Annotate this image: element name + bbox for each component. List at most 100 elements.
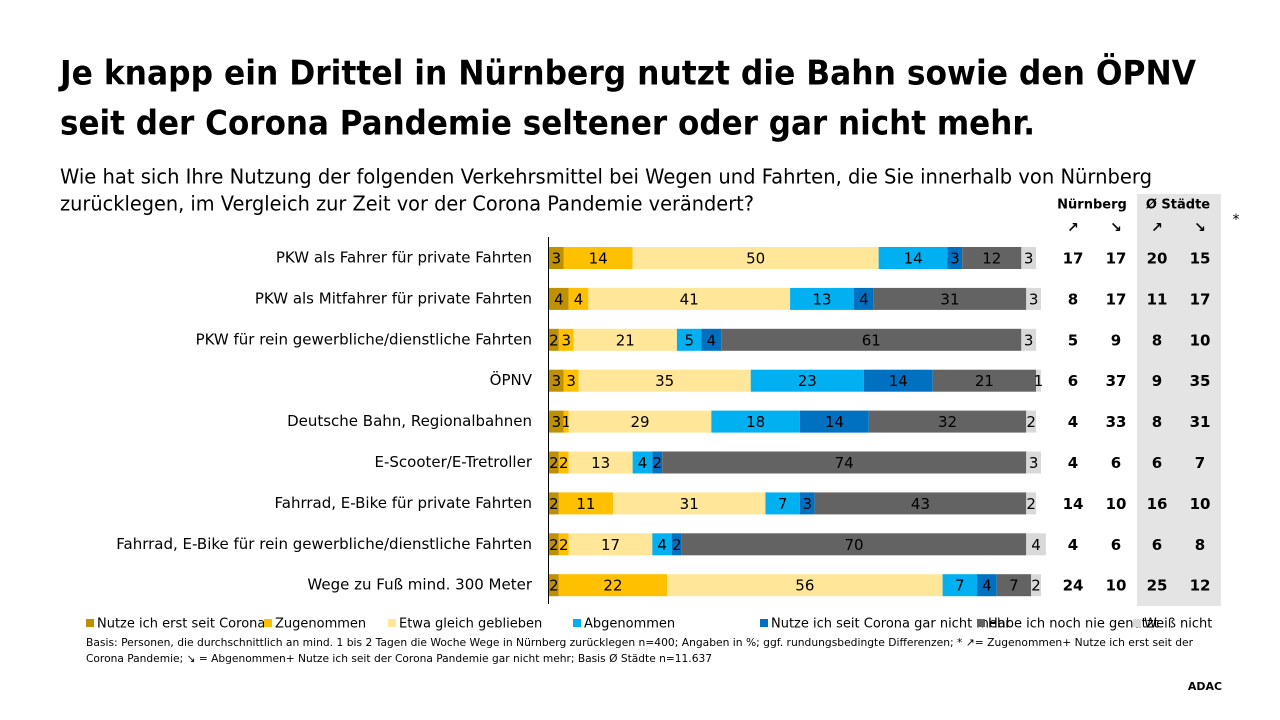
bar-segment xyxy=(1036,369,1041,392)
value-label: 2 xyxy=(652,454,662,472)
title: Je knapp ein Drittel in Nürnberg nutzt d… xyxy=(58,53,1196,94)
value-label: 50 xyxy=(746,250,765,268)
legend-label: Habe ich noch nie genutzt xyxy=(988,617,1159,632)
value-label: 3 xyxy=(561,331,571,349)
value-label: 3 xyxy=(803,495,813,513)
table-cell: 15 xyxy=(1190,250,1211,268)
category-label: E-Scooter/E-Tretroller xyxy=(374,453,532,471)
bar-segment xyxy=(588,287,791,310)
table-cell: 17 xyxy=(1063,250,1084,268)
brand: ADAC xyxy=(1188,680,1222,693)
bar-segment xyxy=(632,451,653,474)
value-label: 3 xyxy=(552,372,562,390)
value-label: 18 xyxy=(746,413,765,431)
value-label: 4 xyxy=(574,290,584,308)
value-label: 4 xyxy=(707,331,717,349)
table-cell: 4 xyxy=(1068,454,1078,472)
legend-swatch xyxy=(264,619,272,627)
value-label: 2 xyxy=(1026,413,1036,431)
bar-segment xyxy=(568,410,712,433)
table-cell: 8 xyxy=(1152,331,1162,349)
bar-segment xyxy=(612,492,766,515)
table-note: * xyxy=(1233,212,1240,228)
table-cell: 7 xyxy=(1195,454,1205,472)
bar-segment xyxy=(662,451,1027,474)
bar-segment xyxy=(1026,533,1046,556)
bar-segment xyxy=(549,287,569,310)
bar-segment xyxy=(799,492,815,515)
value-label: 31 xyxy=(940,290,959,308)
value-label: 17 xyxy=(601,536,620,554)
value-label: 12 xyxy=(982,250,1001,268)
table-cell: 10 xyxy=(1106,577,1127,595)
value-label: 14 xyxy=(825,413,844,431)
table-cell: 10 xyxy=(1190,495,1211,513)
bar-segment xyxy=(549,574,559,597)
bar-segment xyxy=(1026,410,1037,433)
value-label: 1 xyxy=(561,413,571,431)
bar-segment xyxy=(1031,574,1041,597)
value-label: 3 xyxy=(1029,454,1039,472)
value-label: 41 xyxy=(680,290,699,308)
table-cell: 6 xyxy=(1111,454,1121,472)
bar-segment xyxy=(814,492,1027,515)
value-label: 2 xyxy=(559,536,569,554)
bar-segment xyxy=(1026,451,1041,474)
bar-segment xyxy=(1026,287,1041,310)
value-label: 13 xyxy=(591,454,610,472)
legend-swatch xyxy=(86,619,94,627)
bar-segment xyxy=(578,369,751,392)
bar-segment xyxy=(549,492,559,515)
bar-segment xyxy=(549,451,559,474)
bar-segment xyxy=(947,247,963,269)
value-label: 4 xyxy=(859,290,869,308)
legend-label: Abgenommen xyxy=(584,617,675,632)
bar-segment xyxy=(676,328,702,351)
legend-swatch xyxy=(760,619,768,627)
bar-segment xyxy=(568,533,653,556)
table-cell: 25 xyxy=(1147,577,1168,595)
table-cell: 6 xyxy=(1152,454,1162,472)
legend-label: Zugenommen xyxy=(275,617,366,632)
bar-segment xyxy=(549,533,559,556)
bar-segment xyxy=(873,287,1027,310)
value-label: 3 xyxy=(566,372,576,390)
table-cell: 8 xyxy=(1195,536,1205,554)
table-cell: 6 xyxy=(1152,536,1162,554)
category-label: Fahrrad, E-Bike für private Fahrten xyxy=(275,494,533,512)
value-label: 21 xyxy=(975,372,994,390)
bar-segment xyxy=(549,369,564,392)
bar-segment xyxy=(750,369,864,392)
table-column: ↗ xyxy=(1151,220,1163,236)
value-label: 11 xyxy=(576,495,595,513)
bar-segment xyxy=(977,574,997,597)
bar-segment xyxy=(568,287,589,310)
value-label: 56 xyxy=(795,577,814,595)
bar-segment xyxy=(681,533,1027,556)
bar-segment xyxy=(878,247,948,269)
bar-segment xyxy=(549,247,564,269)
table-shade xyxy=(1137,194,1221,606)
legend-swatch xyxy=(388,619,396,627)
legend-label: Nutze ich erst seit Corona xyxy=(97,617,265,632)
category-label: PKW als Mitfahrer für private Fahrten xyxy=(255,289,532,307)
legend-swatch xyxy=(1133,619,1141,627)
value-label: 2 xyxy=(549,536,559,554)
bar-segment xyxy=(1021,328,1037,351)
value-label: 4 xyxy=(638,454,648,472)
value-label: 3 xyxy=(1029,290,1039,308)
bar-segment xyxy=(558,328,574,351)
value-label: 2 xyxy=(559,454,569,472)
table-cell: 17 xyxy=(1106,290,1127,308)
bar-segment xyxy=(932,369,1037,392)
table-cell: 17 xyxy=(1106,250,1127,268)
value-label: 13 xyxy=(813,290,832,308)
table-cell: 5 xyxy=(1068,331,1078,349)
subtitle: zurücklegen, im Vergleich zur Zeit vor d… xyxy=(60,192,754,216)
value-label: 14 xyxy=(889,372,908,390)
value-label: 2 xyxy=(1031,577,1041,595)
bar-segment xyxy=(568,451,633,474)
bar-segment xyxy=(942,574,978,597)
bar-segment xyxy=(652,533,672,556)
